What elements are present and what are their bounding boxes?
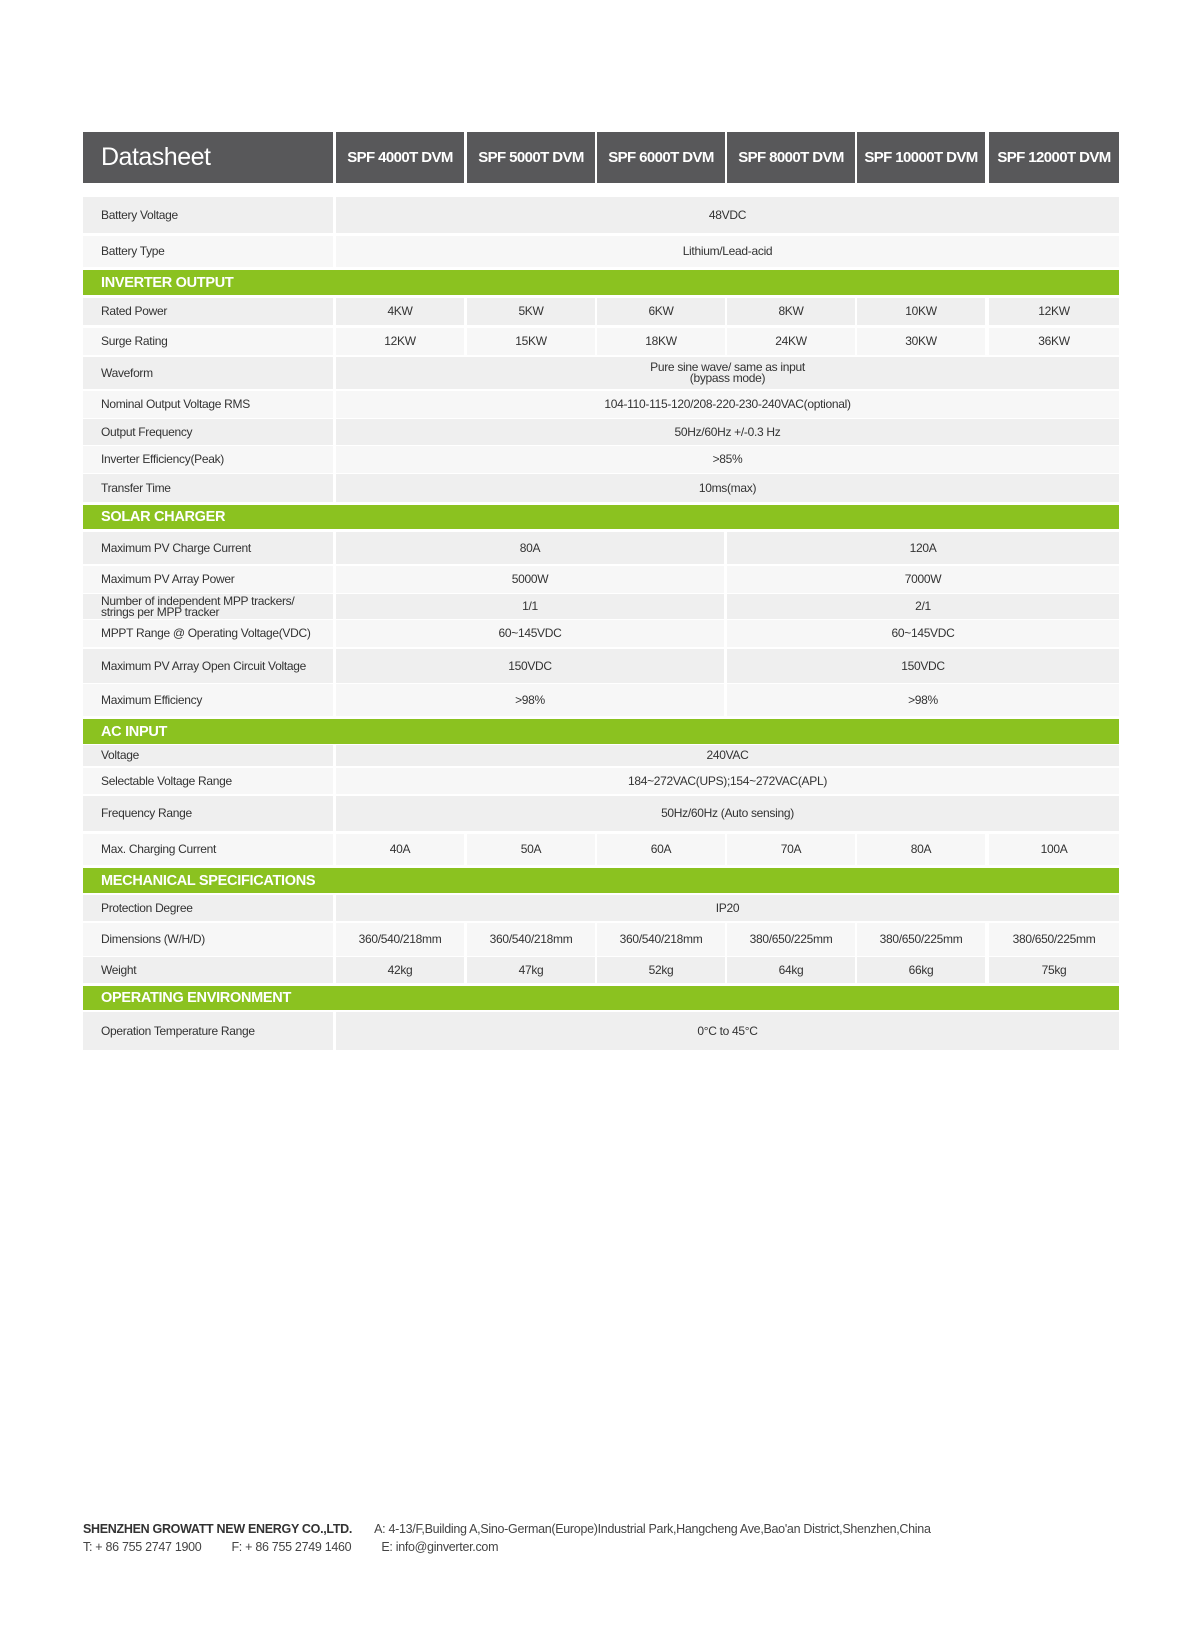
spec-label: Surge Rating xyxy=(83,328,333,355)
spec-value: Lithium/Lead-acid xyxy=(336,236,1119,267)
spec-label: Dimensions (W/H/D) xyxy=(83,923,333,956)
spec-label: Battery Type xyxy=(83,236,333,267)
spec-label: Waveform xyxy=(83,357,333,389)
email-link[interactable]: E: info@ginverter.com xyxy=(381,1540,499,1554)
spec-value: 60A xyxy=(597,834,725,865)
spec-label: Operation Temperature Range xyxy=(83,1012,333,1050)
datasheet-title: Datasheet xyxy=(83,132,333,183)
spec-value: 48VDC xyxy=(336,197,1119,233)
spec-value: 120A xyxy=(727,532,1119,564)
spec-value: 5000W xyxy=(336,566,724,593)
spec-value: 380/650/225mm xyxy=(727,923,855,956)
model-header: SPF 8000T DVM xyxy=(727,132,855,183)
spec-label: Maximum PV Array Power xyxy=(83,566,333,593)
fax: F: + 86 755 2749 1460 xyxy=(231,1540,352,1554)
spec-value: 40A xyxy=(336,834,464,865)
spec-value: 8KW xyxy=(727,298,855,325)
spec-value: 15KW xyxy=(467,328,595,355)
section-header: INVERTER OUTPUT xyxy=(83,270,1119,295)
spec-value: 360/540/218mm xyxy=(336,923,464,956)
spec-value: 12KW xyxy=(989,298,1119,325)
model-header: SPF 6000T DVM xyxy=(597,132,725,183)
spec-label: Voltage xyxy=(83,745,333,766)
spec-value: 60~145VDC xyxy=(727,620,1119,647)
footer-line-2: T: + 86 755 2747 1900 F: + 86 755 2749 14… xyxy=(83,1540,528,1554)
spec-value: 70A xyxy=(727,834,855,865)
spec-value: 52kg xyxy=(597,957,725,983)
spec-value: 42kg xyxy=(336,957,464,983)
model-header: SPF 4000T DVM xyxy=(336,132,464,183)
spec-value: 80A xyxy=(857,834,985,865)
spec-value: 36KW xyxy=(989,328,1119,355)
spec-value: 380/650/225mm xyxy=(989,923,1119,956)
spec-label: Frequency Range xyxy=(83,796,333,831)
spec-label: Max. Charging Current xyxy=(83,834,333,865)
spec-label: Inverter Efficiency(Peak) xyxy=(83,446,333,473)
spec-value: >98% xyxy=(727,684,1119,716)
model-header: SPF 12000T DVM xyxy=(989,132,1119,183)
spec-label: Number of independent MPP trackers/ stri… xyxy=(83,594,333,619)
spec-value: 10KW xyxy=(857,298,985,325)
spec-value: 104-110-115-120/208-220-230-240VAC(optio… xyxy=(336,391,1119,418)
spec-label: Maximum PV Array Open Circuit Voltage xyxy=(83,649,333,683)
spec-value: 60~145VDC xyxy=(336,620,724,647)
spec-value: 75kg xyxy=(989,957,1119,983)
spec-value: 80A xyxy=(336,532,724,564)
spec-value: 360/540/218mm xyxy=(467,923,595,956)
spec-value: 50Hz/60Hz (Auto sensing) xyxy=(336,796,1119,831)
spec-value: 380/650/225mm xyxy=(857,923,985,956)
company-name: SHENZHEN GROWATT NEW ENERGY CO.,LTD. xyxy=(83,1522,353,1536)
spec-label: Rated Power xyxy=(83,298,333,325)
company-address: A: 4-13/F,Building A,Sino-German(Europe)… xyxy=(374,1522,931,1536)
section-header: SOLAR CHARGER xyxy=(83,505,1119,529)
spec-label: Weight xyxy=(83,957,333,983)
spec-label: Protection Degree xyxy=(83,895,333,921)
spec-value: 0°C to 45°C xyxy=(336,1012,1119,1050)
spec-value: 1/1 xyxy=(336,594,724,619)
spec-value: 150VDC xyxy=(727,649,1119,683)
spec-value: 100A xyxy=(989,834,1119,865)
spec-label: MPPT Range @ Operating Voltage(VDC) xyxy=(83,620,333,647)
spec-value: 360/540/218mm xyxy=(597,923,725,956)
spec-value: 30KW xyxy=(857,328,985,355)
footer-line-1: SHENZHEN GROWATT NEW ENERGY CO.,LTD. A: 4… xyxy=(83,1522,961,1536)
spec-label: Maximum PV Charge Current xyxy=(83,532,333,564)
spec-value: 66kg xyxy=(857,957,985,983)
spec-label: Maximum Efficiency xyxy=(83,684,333,716)
spec-value: 150VDC xyxy=(336,649,724,683)
section-header: AC INPUT xyxy=(83,719,1119,744)
spec-value: 50A xyxy=(467,834,595,865)
model-header: SPF 5000T DVM xyxy=(467,132,595,183)
spec-value: 47kg xyxy=(467,957,595,983)
spec-value: 12KW xyxy=(336,328,464,355)
spec-value: 240VAC xyxy=(336,745,1119,766)
spec-label: Nominal Output Voltage RMS xyxy=(83,391,333,418)
spec-value: >98% xyxy=(336,684,724,716)
phone: T: + 86 755 2747 1900 xyxy=(83,1540,202,1554)
spec-value: 24KW xyxy=(727,328,855,355)
spec-value: 4KW xyxy=(336,298,464,325)
spec-value: IP20 xyxy=(336,895,1119,921)
spec-value: 184~272VAC(UPS);154~272VAC(APL) xyxy=(336,768,1119,794)
spec-value: 50Hz/60Hz +/-0.3 Hz xyxy=(336,419,1119,445)
spec-label: Battery Voltage xyxy=(83,197,333,233)
spec-value: >85% xyxy=(336,446,1119,473)
spec-value: 2/1 xyxy=(727,594,1119,619)
spec-value: 7000W xyxy=(727,566,1119,593)
spec-value: 64kg xyxy=(727,957,855,983)
spec-label: Transfer Time xyxy=(83,474,333,502)
model-header: SPF 10000T DVM xyxy=(857,132,985,183)
spec-value: 6KW xyxy=(597,298,725,325)
spec-value: 18KW xyxy=(597,328,725,355)
spec-label: Selectable Voltage Range xyxy=(83,768,333,794)
section-header: OPERATING ENVIRONMENT xyxy=(83,986,1119,1010)
spec-value: 10ms(max) xyxy=(336,474,1119,502)
section-header: MECHANICAL SPECIFICATIONS xyxy=(83,868,1119,893)
spec-label: Output Frequency xyxy=(83,419,333,445)
spec-value: Pure sine wave/ same as input (bypass mo… xyxy=(336,357,1119,389)
spec-value: 5KW xyxy=(467,298,595,325)
